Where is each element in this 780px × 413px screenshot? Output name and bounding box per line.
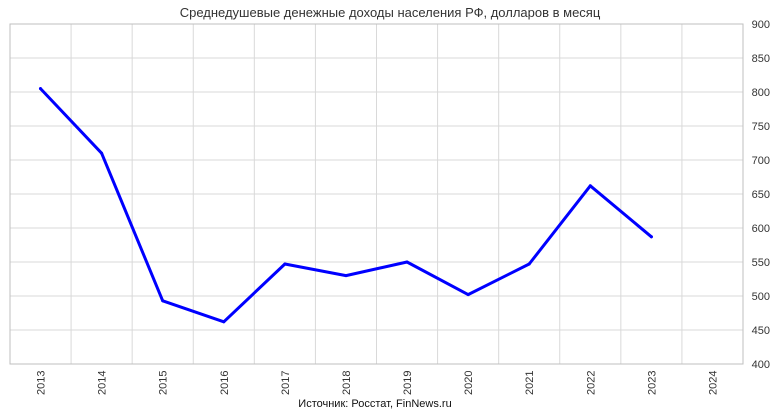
y-tick-label: 750: [752, 121, 770, 133]
y-tick-label: 700: [752, 155, 770, 167]
x-tick-label: 2024: [707, 371, 719, 395]
data-point: [527, 262, 531, 266]
chart-title: Среднедушевые денежные доходы населения …: [180, 5, 601, 20]
x-tick-label: 2019: [402, 371, 414, 395]
data-point: [649, 235, 653, 239]
x-tick-label: 2022: [585, 371, 597, 395]
x-axis-tick-labels: 2013 2014 2015 2016 2017 2018 2019 2020 2021 2022…: [36, 371, 720, 395]
x-tick-label: 2017: [280, 371, 292, 395]
y-tick-label: 850: [752, 53, 770, 65]
x-tick-label: 2015: [158, 371, 170, 395]
data-point: [222, 320, 226, 324]
x-tick-label: 2013: [36, 371, 48, 395]
x-tick-label: 2020: [463, 371, 475, 395]
data-point: [344, 274, 348, 278]
y-tick-label: 400: [752, 359, 770, 371]
data-point: [588, 184, 592, 188]
series-layer: [39, 87, 653, 324]
data-point: [283, 262, 287, 266]
x-tick-label: 2021: [524, 371, 536, 395]
data-point: [405, 260, 409, 264]
x-tick-label: 2023: [646, 371, 658, 395]
x-tick-label: 2016: [219, 371, 231, 395]
y-tick-label: 650: [752, 189, 770, 201]
data-point: [466, 293, 470, 297]
y-tick-label: 450: [752, 325, 770, 337]
y-tick-label: 500: [752, 291, 770, 303]
data-point: [39, 87, 42, 91]
y-axis-tick-labels: 400 450 500 550 600 650 700 750 800 850 900: [752, 19, 770, 371]
chart-source-note: Источник: Росстат, FinNews.ru: [298, 398, 451, 410]
data-point: [100, 151, 104, 155]
y-tick-label: 800: [752, 87, 770, 99]
x-tick-label: 2014: [97, 371, 109, 395]
y-tick-label: 900: [752, 19, 770, 31]
data-point: [161, 299, 165, 303]
y-tick-label: 600: [752, 223, 770, 235]
x-tick-label: 2018: [341, 371, 353, 395]
y-tick-label: 550: [752, 257, 770, 269]
plot-area-border: [9, 23, 744, 365]
